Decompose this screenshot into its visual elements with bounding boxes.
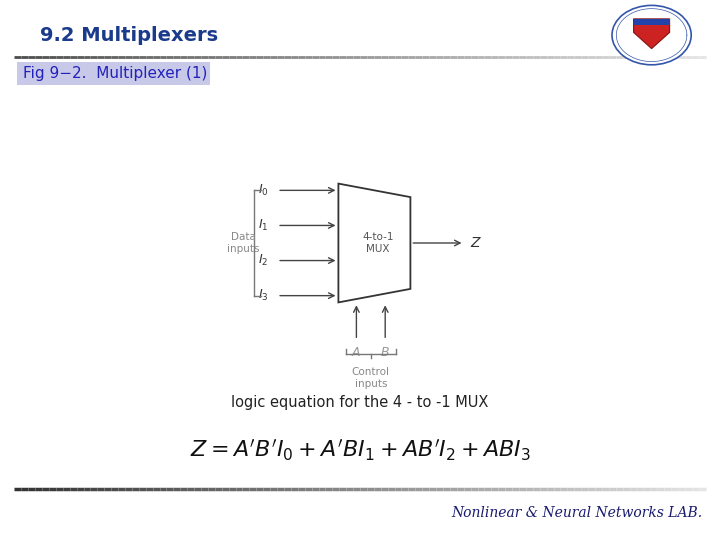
Text: $I_0$: $I_0$ bbox=[258, 183, 269, 198]
Text: 9.2 Multiplexers: 9.2 Multiplexers bbox=[40, 25, 217, 45]
Text: Control
inputs: Control inputs bbox=[352, 367, 390, 389]
Text: Fig 9−2.  Multiplexer (1): Fig 9−2. Multiplexer (1) bbox=[23, 66, 207, 81]
Text: $A$: $A$ bbox=[351, 346, 361, 359]
Polygon shape bbox=[338, 184, 410, 302]
Polygon shape bbox=[634, 19, 670, 49]
Text: $I_1$: $I_1$ bbox=[258, 218, 269, 233]
Text: Data
inputs: Data inputs bbox=[227, 232, 260, 254]
Text: Nonlinear & Neural Networks LAB.: Nonlinear & Neural Networks LAB. bbox=[451, 506, 702, 520]
Text: 4-to-1
MUX: 4-to-1 MUX bbox=[362, 232, 394, 254]
Text: $Z$: $Z$ bbox=[470, 236, 482, 250]
FancyBboxPatch shape bbox=[17, 62, 210, 85]
Text: logic equation for the 4 - to -1 MUX: logic equation for the 4 - to -1 MUX bbox=[231, 395, 489, 410]
Text: $I_2$: $I_2$ bbox=[258, 253, 269, 268]
Circle shape bbox=[612, 5, 691, 65]
Text: $Z = A'B'I_0 + A'BI_1 + AB'I_2 + ABI_3$: $Z = A'B'I_0 + A'BI_1 + AB'I_2 + ABI_3$ bbox=[189, 438, 531, 463]
Text: $I_3$: $I_3$ bbox=[258, 288, 269, 303]
Polygon shape bbox=[634, 19, 670, 25]
Text: $B$: $B$ bbox=[380, 346, 390, 359]
